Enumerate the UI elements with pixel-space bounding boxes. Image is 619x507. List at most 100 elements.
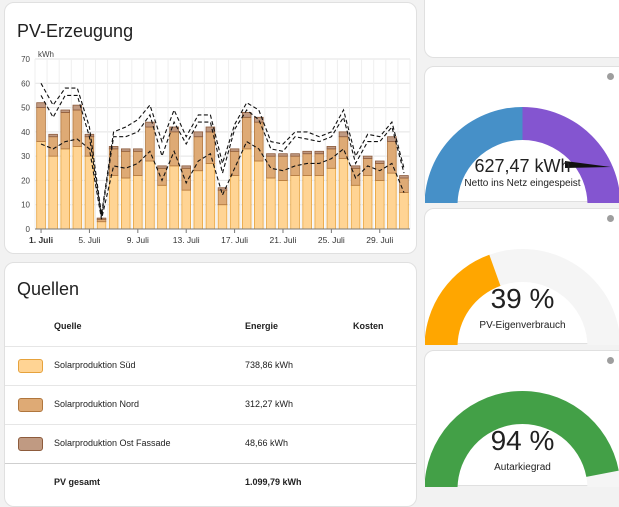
- y-tick-label: 10: [21, 201, 30, 210]
- bar-segment: [133, 149, 142, 151]
- net-grid-gauge-card[interactable]: 627,47 kWh Netto ins Netz eingespeist: [424, 66, 619, 202]
- x-tick-label: 21. Juli: [270, 235, 297, 245]
- bar-segment: [37, 103, 46, 108]
- bar-segment: [339, 137, 348, 159]
- bar-segment: [315, 154, 324, 176]
- bar-segment: [315, 176, 324, 229]
- bar-segment: [158, 168, 167, 185]
- bar-segment: [61, 112, 70, 148]
- y-tick-label: 30: [21, 152, 30, 161]
- bar-segment: [267, 156, 276, 178]
- x-tick-label: 9. Juli: [127, 235, 149, 245]
- bar-segment: [182, 168, 191, 190]
- bar-segment: [339, 132, 348, 137]
- x-tick-label: 1. Juli: [29, 235, 53, 245]
- autarky-gauge-label: Autarkiegrad: [425, 462, 619, 473]
- column-header-energy: Energie: [245, 321, 278, 331]
- bar-segment: [37, 108, 46, 142]
- source-row-ost-fassade[interactable]: Solarproduktion Ost Fassade 48,66 kWh: [5, 424, 416, 463]
- autarky-gauge-value: 94 %: [425, 425, 619, 457]
- source-color-swatch: [18, 437, 43, 451]
- bar-segment: [363, 176, 372, 229]
- bar-segment: [242, 117, 251, 149]
- sources-card: Quellen Quelle Energie Kosten Solarprodu…: [4, 262, 417, 507]
- bar-segment: [97, 222, 106, 229]
- bar-segment: [194, 171, 203, 229]
- bar-segment: [291, 176, 300, 229]
- bar-segment: [146, 127, 155, 161]
- bar-segment: [49, 156, 58, 229]
- bar-segment: [170, 132, 179, 166]
- bar-segment: [109, 146, 118, 148]
- self-consumption-gauge-card[interactable]: 39 % PV-Eigenverbrauch: [424, 208, 619, 344]
- bar-segment: [339, 159, 348, 229]
- bar-segment: [73, 146, 82, 229]
- bar-segment: [206, 163, 215, 229]
- source-energy-value: 312,27 kWh: [245, 399, 293, 409]
- bar-segment: [375, 161, 384, 163]
- bar-segment: [146, 161, 155, 229]
- net-grid-gauge-value: 627,47 kWh: [425, 156, 619, 177]
- bar-segment: [279, 154, 288, 156]
- bar-segment: [327, 146, 336, 148]
- y-tick-label: 70: [21, 55, 30, 64]
- bar-segment: [303, 151, 312, 153]
- column-header-cost: Kosten: [353, 321, 384, 331]
- self-consumption-gauge-value: 39 %: [425, 283, 619, 315]
- bar-segment: [133, 176, 142, 229]
- source-label: Solarproduktion Nord: [54, 399, 139, 409]
- bar-segment: [37, 142, 46, 229]
- bar-segment: [182, 166, 191, 168]
- bar-segment: [400, 193, 409, 229]
- x-tick-label: 29. Juli: [366, 235, 393, 245]
- bar-segment: [49, 134, 58, 136]
- bar-segment: [375, 180, 384, 229]
- bar-segment: [121, 149, 130, 151]
- y-tick-label: 40: [21, 128, 30, 137]
- y-tick-label: 60: [21, 79, 30, 88]
- bar-segment: [158, 166, 167, 168]
- bar-segment: [61, 149, 70, 229]
- x-tick-label: 13. Juli: [173, 235, 200, 245]
- bar-segment: [400, 176, 409, 178]
- x-tick-label: 5. Juli: [78, 235, 100, 245]
- sources-card-title: Quellen: [17, 279, 79, 300]
- self-consumption-gauge-label: PV-Eigenverbrauch: [425, 320, 619, 331]
- y-tick-label: 20: [21, 176, 30, 185]
- source-total-row: PV gesamt 1.099,79 kWh: [5, 463, 416, 502]
- partial-top-card: [424, 0, 619, 58]
- bar-segment: [315, 151, 324, 153]
- bar-segment: [230, 149, 239, 151]
- bar-segment: [291, 154, 300, 156]
- autarky-gauge-card[interactable]: 94 % Autarkiegrad: [424, 350, 619, 486]
- bar-segment: [375, 163, 384, 180]
- bar-segment: [61, 110, 70, 112]
- source-energy-value: 738,86 kWh: [245, 360, 293, 370]
- bar-segment: [194, 132, 203, 137]
- y-axis-label: kWh: [38, 50, 54, 59]
- source-energy-value: 48,66 kWh: [245, 438, 288, 448]
- bar-segment: [218, 205, 227, 229]
- bar-segment: [73, 110, 82, 146]
- source-row-sued[interactable]: Solarproduktion Süd 738,86 kWh: [5, 346, 416, 385]
- total-label: PV gesamt: [54, 477, 100, 487]
- bar-segment: [121, 178, 130, 229]
- bar-segment: [363, 156, 372, 158]
- bar-segment: [170, 166, 179, 229]
- source-color-swatch: [18, 359, 43, 373]
- source-row-nord[interactable]: Solarproduktion Nord 312,27 kWh: [5, 385, 416, 424]
- bar-segment: [267, 178, 276, 229]
- bar-segment: [218, 190, 227, 205]
- bar-segment: [109, 176, 118, 229]
- source-label: Solarproduktion Süd: [54, 360, 136, 370]
- y-tick-label: 0: [26, 225, 31, 234]
- bar-segment: [230, 176, 239, 229]
- total-energy-value: 1.099,79 kWh: [245, 477, 302, 487]
- bar-segment: [303, 154, 312, 176]
- bar-segment: [133, 151, 142, 175]
- bar-segment: [388, 142, 397, 174]
- bar-segment: [267, 154, 276, 156]
- bar-segment: [279, 180, 288, 229]
